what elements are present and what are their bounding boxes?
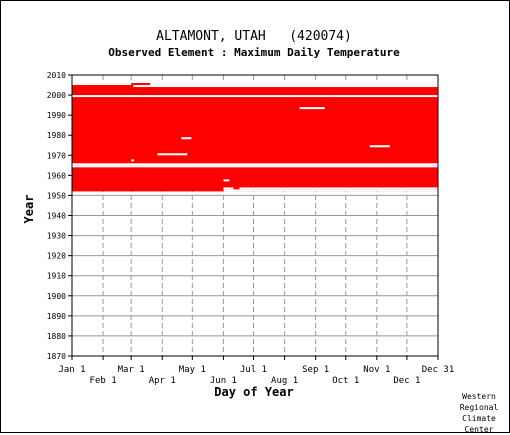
y-tick-label: 1950: [47, 191, 66, 200]
wrcc-credit: Western Regional Climate Center: [449, 391, 509, 435]
station-id: (420074): [289, 29, 352, 44]
chart-title: ALTAMONT, UTAH (420074): [156, 29, 352, 44]
missing-data-gap: [72, 83, 132, 86]
y-axis: 1870 1880 1890 1900 1910 1920 1930 1940 1950 1960…: [47, 71, 72, 361]
x-tick-label: Mar 1: [118, 365, 145, 375]
y-tick-label: 2000: [47, 91, 66, 100]
y-axis-label: Year: [22, 195, 36, 224]
x-tick-label: Oct 1: [332, 376, 359, 386]
x-tick-label: Apr 1: [149, 376, 176, 386]
x-tick-label: Jan 1: [58, 365, 85, 375]
missing-data-gap: [150, 83, 439, 86]
x-tick-label: May 1: [179, 365, 206, 375]
y-tick-label: 1920: [47, 252, 66, 261]
missing-data-gap: [223, 189, 438, 192]
chart-subtitle: Observed Element : Maximum Daily Tempera…: [108, 46, 400, 59]
y-tick-label: 1910: [47, 272, 66, 281]
missing-data-gap: [181, 137, 192, 140]
x-tick-label: Jul 1: [240, 365, 267, 375]
x-tick-label: Jun 1: [210, 376, 237, 386]
y-tick-label: 1880: [47, 332, 66, 341]
missing-data-gap: [369, 145, 390, 148]
y-tick-label: 1930: [47, 232, 66, 241]
missing-data-gap: [299, 107, 325, 110]
y-tick-label: 1870: [47, 352, 66, 361]
credit-line-1: Western: [462, 392, 496, 401]
x-tick-label: Nov 1: [363, 365, 390, 375]
credit-line-4: Center: [464, 425, 494, 434]
missing-data-gap: [72, 95, 438, 98]
missing-data-gap: [72, 163, 438, 166]
missing-data-gap: [223, 187, 234, 190]
missing-data-gap: [131, 159, 135, 162]
x-axis-label: Day of Year: [214, 385, 293, 399]
x-axis: Jan 1 Mar 1 May 1 Jul 1 Sep 1 Nov 1 Dec 31 Feb …: [58, 356, 454, 386]
coverage-block: [72, 83, 438, 192]
credit-line-3: Climate: [462, 414, 496, 423]
x-tick-label: Dec 31: [422, 365, 455, 375]
y-tick-label: 1940: [47, 212, 66, 221]
data-coverage: [72, 83, 438, 192]
x-tick-label: Feb 1: [90, 376, 117, 386]
station-name: ALTAMONT, UTAH: [156, 29, 266, 44]
y-tick-label: 1990: [47, 111, 66, 120]
y-tick-label: 1970: [47, 151, 66, 160]
y-tick-label: 1900: [47, 292, 66, 301]
missing-data-gap: [157, 153, 188, 156]
missing-data-gap: [223, 179, 230, 182]
y-tick-label: 1890: [47, 312, 66, 321]
missing-data-gap: [133, 85, 439, 88]
missing-data-gap: [72, 165, 438, 168]
missing-data-gap: [239, 187, 438, 190]
x-tick-label: Dec 1: [393, 376, 420, 386]
x-tick-label: Sep 1: [302, 365, 329, 375]
credit-line-2: Regional: [459, 403, 499, 412]
x-tick-label: Aug 1: [271, 376, 298, 386]
data-gaps: [72, 83, 439, 192]
y-tick-label: 1960: [47, 171, 66, 180]
y-tick-label: 2010: [47, 71, 66, 80]
y-tick-label: 1980: [47, 131, 66, 140]
